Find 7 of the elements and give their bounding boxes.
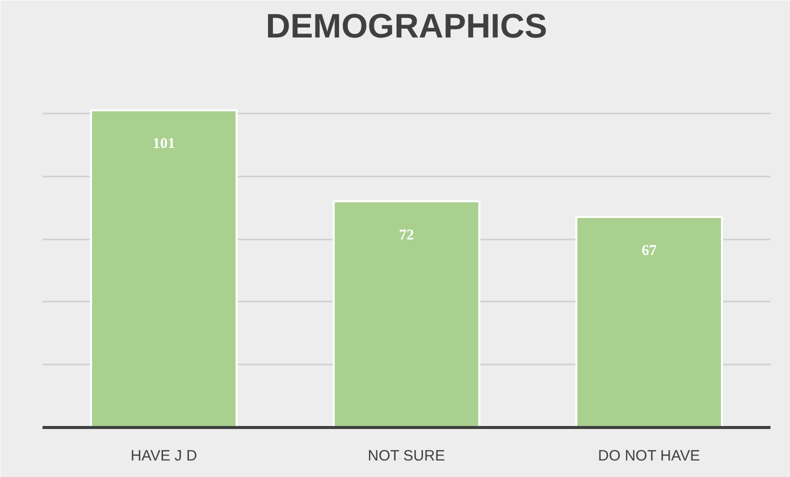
x-tick-label: NOT SURE <box>368 448 445 464</box>
x-tick-label: DO NOT HAVE <box>598 448 700 464</box>
data-label: 101 <box>152 136 176 152</box>
data-label: 72 <box>399 227 414 244</box>
x-tick-label: HAVE J D <box>130 448 198 464</box>
chart-title: DEMOGRAPHICS <box>266 8 548 46</box>
data-label: 67 <box>642 243 658 260</box>
